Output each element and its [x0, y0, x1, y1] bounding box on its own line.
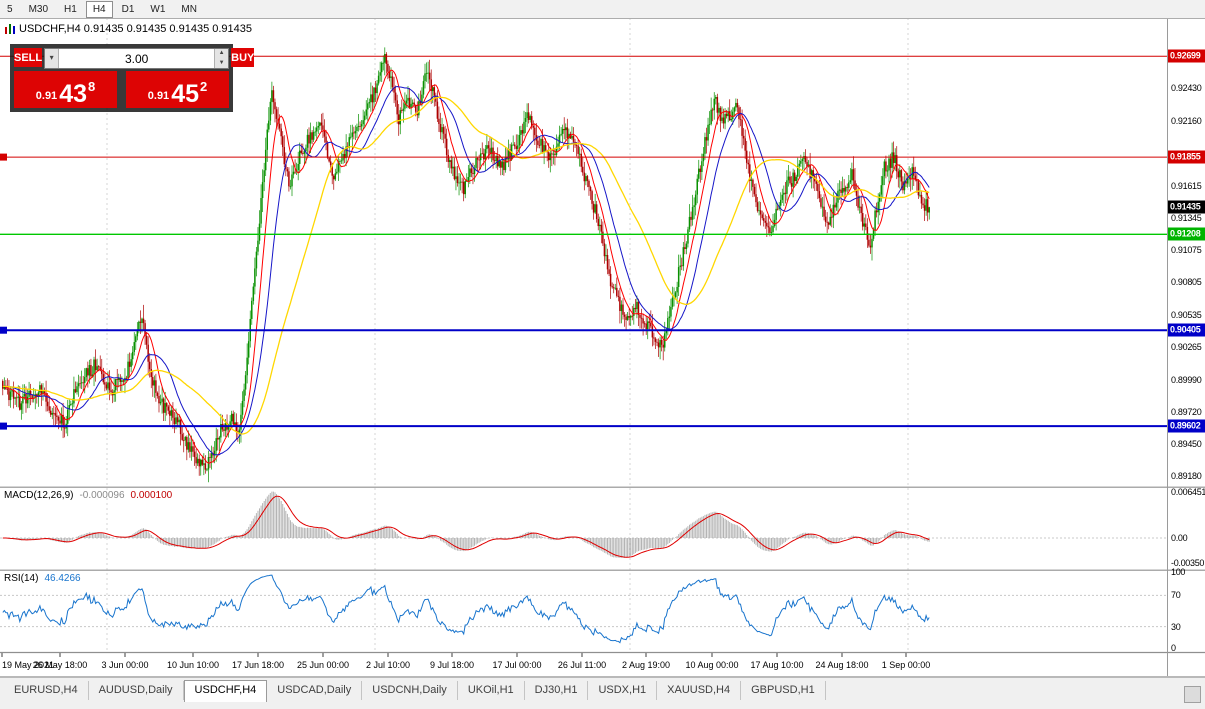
timeframe-button-d1[interactable]: D1 [121, 3, 135, 15]
rsi-scale-label: 0 [1171, 643, 1176, 653]
buy-price-pipette: 2 [200, 79, 208, 94]
sell-price-pipette: 8 [88, 79, 96, 94]
macd-header: MACD(12,26,9) -0.000096 0.000100 [4, 490, 172, 501]
macd-main-value: -0.000096 [79, 490, 125, 501]
current-price-badge: 0.91435 [1168, 200, 1205, 214]
sell-button[interactable]: SELL [14, 48, 43, 67]
price-line-badge: 0.91208 [1168, 227, 1205, 241]
time-label: 17 Jul 00:00 [492, 660, 542, 670]
price-line-badge: 0.92699 [1168, 49, 1205, 63]
time-label: 19 May 2021 [2, 660, 55, 670]
price-tick-label: 0.89450 [1171, 439, 1202, 450]
buy-price-button[interactable]: 0.91 45 2 [126, 71, 229, 108]
rsi-scale-label: 30 [1171, 621, 1181, 632]
time-label: 1 Sep 00:00 [881, 660, 931, 670]
price-tick-label: 0.89990 [1171, 374, 1202, 385]
price-tick-label: 0.91615 [1171, 180, 1202, 191]
time-label: 3 Jun 00:00 [101, 660, 149, 670]
sell-price-prefix: 0.91 [35, 90, 58, 102]
line-anchor-marker [0, 153, 7, 161]
chart-tab-xauusd-h4[interactable]: XAUUSD,H4 [657, 681, 742, 700]
chart-tabs-bar: EURUSD,H4 AUDUSD,Daily USDCHF,H4 USDCAD,Dai… [0, 678, 1205, 709]
chart-tab-dj30-h1[interactable]: DJ30,H1 [525, 681, 589, 700]
buy-button[interactable]: BUY [231, 48, 255, 67]
time-label: 2 Aug 19:00 [621, 660, 671, 670]
trade-panel-prices-row: 0.91 43 8 0.91 45 2 [14, 71, 229, 108]
macd-scale-label: -0.00350 [1171, 557, 1205, 568]
chart-icon [5, 24, 15, 34]
time-label: 10 Aug 00:00 [685, 660, 739, 670]
volume-input[interactable] [59, 49, 215, 68]
chart-tab-usdx-h1[interactable]: USDX,H1 [588, 681, 658, 700]
price-line-badge: 0.89602 [1168, 419, 1205, 433]
price-tick-label: 0.91345 [1171, 212, 1202, 223]
price-tick-label: 0.89720 [1171, 406, 1202, 417]
sell-price-main: 43 [59, 80, 87, 108]
time-label: 2 Jul 10:00 [365, 660, 411, 670]
macd-label: MACD(12,26,9) [4, 490, 74, 501]
sell-price-button[interactable]: 0.91 43 8 [14, 71, 117, 108]
timeframe-button-m30[interactable]: M30 [28, 3, 49, 15]
timeframe-button-5[interactable]: 5 [7, 3, 13, 15]
macd-scale-label: 0.006451 [1171, 487, 1205, 497]
chart-tab-usdcad-daily[interactable]: USDCAD,Daily [267, 681, 363, 700]
time-label: 25 Jun 00:00 [296, 660, 350, 670]
price-tick-label: 0.92160 [1171, 115, 1202, 126]
line-anchor-marker [0, 326, 7, 334]
price-line-badge: 0.91855 [1168, 150, 1205, 164]
chart-tab-audusd-daily[interactable]: AUDUSD,Daily [89, 681, 184, 700]
trade-panel-controls-row: SELL ▾ ▲ ▼ BUY [14, 48, 255, 69]
timeframe-button-w1[interactable]: W1 [150, 3, 166, 15]
rsi-scale-label: 70 [1171, 590, 1181, 601]
time-label: 26 May 18:00 [32, 660, 88, 670]
macd-signal-value: 0.000100 [130, 490, 173, 501]
price-tick-label: 0.90265 [1171, 341, 1202, 352]
time-label: 10 Jun 10:00 [166, 660, 220, 670]
chart-ohlc-text: USDCHF,H4 0.91435 0.91435 0.91435 0.9143… [19, 23, 253, 35]
chart-tab-eurusd-h4[interactable]: EURUSD,H4 [4, 681, 89, 700]
price-tick-label: 0.92430 [1171, 83, 1202, 94]
price-tick-label: 0.90805 [1171, 277, 1202, 288]
price-tick-label: 0.91075 [1171, 245, 1202, 256]
price-tick-label: 0.89180 [1171, 471, 1202, 482]
buy-price-prefix: 0.91 [147, 90, 170, 102]
rsi-label: RSI(14) [4, 573, 39, 584]
time-label: 9 Jul 18:00 [429, 660, 475, 670]
rsi-pane[interactable] [0, 574, 1167, 644]
timeframe-toolbar: 5 M30 H1 H4 D1 W1 MN [0, 0, 1205, 19]
volume-control: ▾ ▲ ▼ [44, 48, 230, 69]
chart-tab-usdchf-h4[interactable]: USDCHF,H4 [183, 680, 268, 702]
rsi-value: 46.4266 [44, 573, 81, 584]
main-pane[interactable] [0, 47, 1167, 483]
chart-tab-usdcnh-daily[interactable]: USDCNH,Daily [362, 681, 458, 700]
rsi-header: RSI(14) 46.4266 [4, 573, 81, 584]
volume-increase-button[interactable]: ▲ [215, 49, 229, 59]
time-label: 17 Aug 10:00 [750, 660, 804, 670]
buy-price-main: 45 [171, 80, 199, 108]
time-label: 17 Jun 18:00 [231, 660, 285, 670]
timeframe-button-h4[interactable]: H4 [85, 0, 113, 18]
volume-dropdown-button[interactable]: ▾ [45, 49, 60, 68]
volume-decrease-button[interactable]: ▼ [215, 58, 229, 68]
timeframe-button-mn[interactable]: MN [181, 3, 197, 15]
chart-title: USDCHF,H4 0.91435 0.91435 0.91435 0.9143… [5, 23, 252, 35]
one-click-trading-panel: SELL ▾ ▲ ▼ BUY 0.91 43 8 0.91 45 2 [10, 44, 255, 112]
chart-tab-gbpusd-h1[interactable]: GBPUSD,H1 [741, 681, 826, 700]
tab-scrollbar[interactable] [1184, 686, 1201, 703]
chart-tab-ukoil-h1[interactable]: UKOil,H1 [458, 681, 525, 700]
price-tick-label: 0.90535 [1171, 309, 1202, 320]
line-anchor-marker [0, 422, 7, 430]
macd-pane[interactable] [0, 491, 1167, 558]
macd-scale-label: 0.00 [1171, 533, 1188, 543]
volume-spinner: ▲ ▼ [214, 49, 229, 68]
price-line-badge: 0.90405 [1168, 323, 1205, 337]
time-label: 26 Jul 11:00 [557, 660, 607, 670]
rsi-scale-label: 100 [1171, 567, 1186, 577]
timeframe-button-h1[interactable]: H1 [64, 3, 77, 15]
time-label: 24 Aug 18:00 [815, 660, 869, 670]
